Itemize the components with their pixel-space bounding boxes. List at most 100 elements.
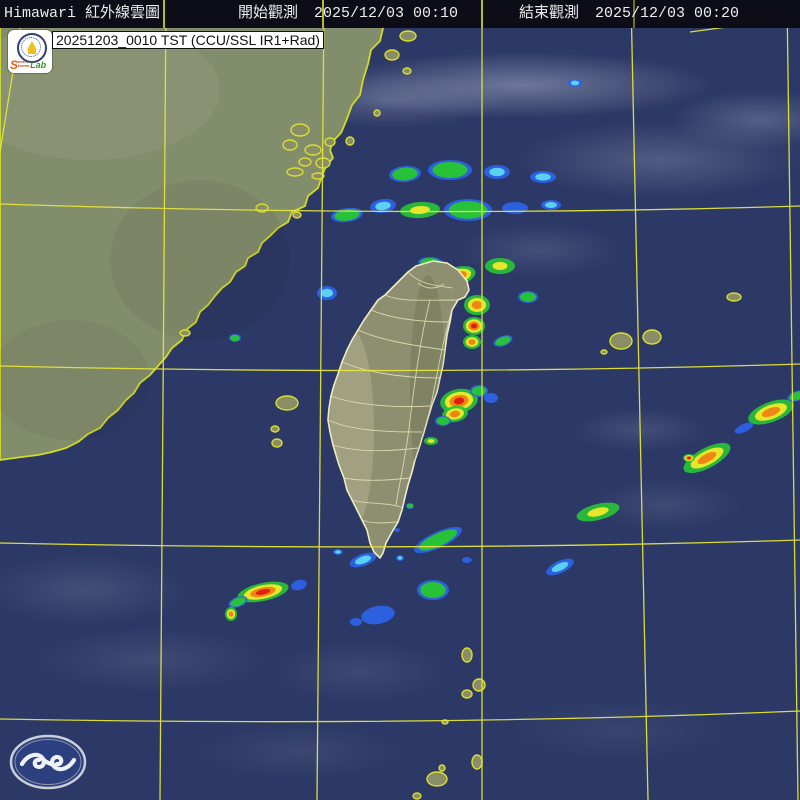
wordmark-top: evere	[18, 59, 29, 64]
product-label: 20251203_0010 TST (CCU/SSL IR1+Rad)	[52, 31, 324, 49]
radar-echo	[406, 503, 414, 509]
radar-echo	[349, 552, 377, 568]
island	[402, 67, 412, 75]
radar-echo	[485, 258, 515, 274]
island	[461, 689, 473, 699]
radar-echo	[444, 199, 492, 221]
radar-echo	[502, 202, 528, 214]
island	[726, 292, 742, 302]
radar-echo	[394, 528, 400, 532]
grid-tick	[322, 0, 324, 28]
radar-echo	[484, 165, 510, 179]
island	[609, 332, 633, 350]
radar-echo	[546, 558, 574, 576]
lon-line-121e	[316, 0, 325, 800]
island	[373, 109, 381, 117]
radar-echo	[237, 581, 289, 603]
lat-line-25n	[0, 203, 800, 213]
island	[471, 754, 483, 770]
wordmark-lab: Lab	[30, 60, 47, 70]
island	[384, 49, 400, 61]
radar-echo	[530, 171, 556, 183]
swirl-icon	[19, 752, 77, 772]
radar-echo	[435, 416, 451, 426]
cwb-logo	[9, 734, 87, 790]
island	[282, 139, 298, 151]
title-bar: Himawari 紅外線雲圖 開始觀測 2025/12/03 00:10 結束觀…	[0, 0, 800, 28]
radar-echo	[400, 201, 440, 219]
island	[438, 764, 446, 772]
island	[412, 792, 422, 800]
radar-echo	[350, 618, 362, 626]
radar-echo	[493, 335, 513, 347]
radar-echo	[463, 335, 481, 349]
start-obs-label: 開始觀測	[238, 5, 299, 22]
end-obs-time: 2025/12/03 00:20	[595, 5, 740, 22]
china-landmass	[0, 0, 384, 461]
seal-emblem-base	[28, 49, 36, 54]
island	[271, 438, 283, 448]
start-obs-time: 2025/12/03 00:10	[314, 5, 459, 22]
radar-echo	[414, 526, 462, 554]
radar-echo	[748, 399, 794, 425]
radar-echo	[568, 79, 582, 87]
lat-line-22n	[0, 710, 800, 723]
island	[426, 771, 448, 787]
radar-echo	[291, 579, 307, 591]
lon-line-124e	[786, 0, 799, 800]
island	[399, 30, 417, 42]
island	[324, 137, 336, 147]
island	[600, 349, 608, 355]
county-boundaries	[327, 271, 459, 524]
island	[275, 395, 299, 411]
wordmark-s: S	[10, 58, 19, 72]
grid-tick	[633, 0, 635, 28]
wordmark-bottom: torms	[18, 63, 30, 68]
lab-wordmark: Severe tormsLab	[10, 58, 52, 72]
island	[286, 167, 304, 177]
radar-echo	[225, 607, 237, 621]
radar-echo	[428, 160, 472, 180]
taiwan-island	[327, 260, 470, 559]
radar-echo	[389, 165, 421, 183]
image-title: Himawari 紅外線雲圖	[4, 5, 161, 22]
island	[345, 136, 355, 146]
radar-echo	[683, 442, 731, 474]
radar-echo	[331, 207, 363, 223]
radar-echo	[333, 549, 343, 555]
radar-echo	[463, 317, 485, 335]
radar-echo	[541, 200, 561, 210]
end-obs-label: 結束觀測	[519, 5, 580, 22]
severe-storms-lab-logo: Severe tormsLab	[8, 30, 52, 73]
lon-line-120e	[159, 0, 167, 800]
radar-echo	[462, 557, 472, 563]
radar-echo	[734, 422, 754, 434]
radar-echo	[424, 437, 438, 445]
island	[270, 425, 280, 433]
island	[311, 172, 325, 180]
radar-echo	[464, 295, 490, 315]
lon-line-123e	[630, 0, 649, 800]
grid-tick	[481, 0, 483, 28]
island	[292, 211, 302, 219]
island	[304, 144, 322, 156]
radar-echo	[361, 605, 395, 625]
seal-emblem	[27, 41, 37, 50]
grid-tick	[163, 0, 165, 28]
islands-layer	[179, 30, 742, 800]
radar-echo	[228, 596, 248, 608]
radar-echo	[484, 393, 498, 403]
radar-echo	[229, 334, 241, 342]
island	[290, 123, 310, 137]
university-seal-icon	[17, 33, 47, 63]
radar-echo	[370, 198, 396, 214]
radar-echo	[396, 555, 404, 561]
island	[642, 329, 662, 345]
lat-line-24n	[0, 363, 800, 372]
lat-line-23n	[0, 539, 800, 548]
island	[298, 157, 312, 167]
radar-echo	[417, 580, 449, 600]
